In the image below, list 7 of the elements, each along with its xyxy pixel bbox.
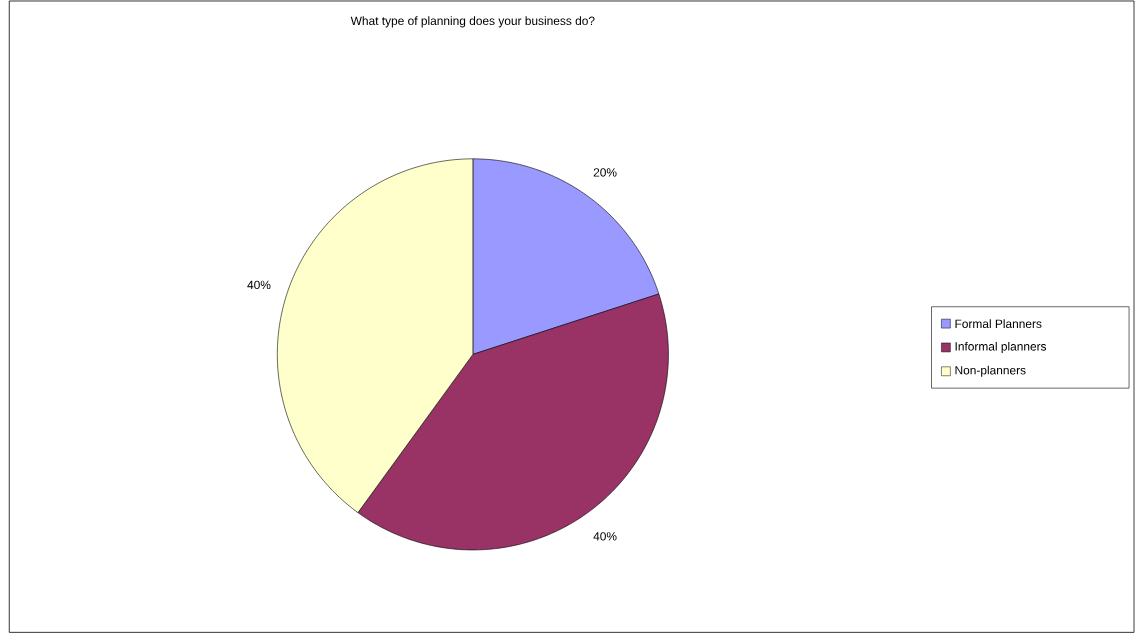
legend-label: Formal Planners (955, 319, 1042, 328)
chart-title: What type of planning does your business do? (350, 16, 595, 28)
data-label: 20% (593, 168, 617, 177)
data-label: 40% (247, 280, 271, 289)
legend-label: Non-planners (955, 365, 1026, 377)
data-label: 40% (593, 531, 617, 541)
legend-label: Informal planners (955, 341, 1047, 353)
